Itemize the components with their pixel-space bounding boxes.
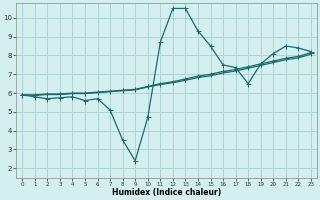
X-axis label: Humidex (Indice chaleur): Humidex (Indice chaleur) [112,188,221,197]
